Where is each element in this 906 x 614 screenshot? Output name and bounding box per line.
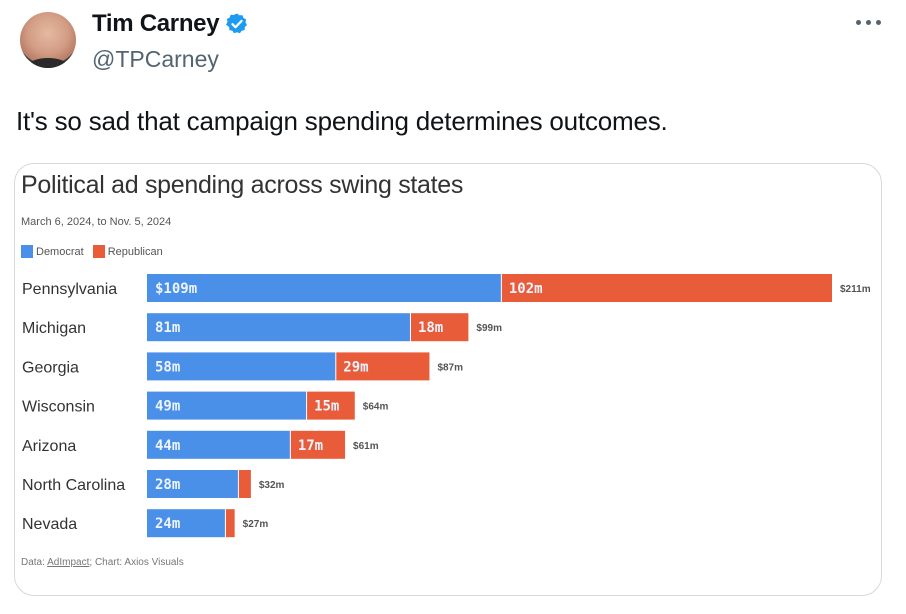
legend-label-democrat: Democrat <box>36 245 84 258</box>
bar-republican-georgia <box>336 352 430 381</box>
data-label-republican-georgia: 29m <box>343 359 368 375</box>
source-link-adimpact[interactable]: AdImpact <box>47 557 90 568</box>
total-label-pennsylvania: $211m <box>840 284 871 295</box>
bar-row-wisconsin: Wisconsin 49m 15m $64m <box>22 391 389 420</box>
bar-republican-wisconsin <box>307 391 355 420</box>
category-label-michigan: Michigan <box>22 320 86 337</box>
bar-republican-arizona <box>290 430 346 459</box>
legend-swatch-republican <box>92 245 105 258</box>
category-label-north-carolina: North Carolina <box>22 477 125 494</box>
tweet-text: It's so sad that campaign spending deter… <box>16 106 668 136</box>
bar-row-pennsylvania: Pennsylvania $109m 102m $211m <box>22 274 871 302</box>
data-label-republican-michigan: 18m <box>418 320 443 336</box>
data-label-democrat-georgia: 58m <box>155 359 180 375</box>
bar-row-nevada: Nevada 24m $27m <box>22 509 269 538</box>
category-label-georgia: Georgia <box>22 359 79 376</box>
category-label-nevada: Nevada <box>22 516 77 533</box>
chart-subtitle: March 6, 2024, to Nov. 5, 2024 <box>21 216 172 228</box>
bar-democrat-wisconsin <box>147 391 307 420</box>
bar-republican-north-carolina <box>238 470 251 498</box>
legend-item-democrat: Democrat <box>21 245 84 258</box>
author-handle[interactable]: @TPCarney <box>92 46 219 72</box>
bar-democrat-georgia <box>147 352 336 381</box>
bar-row-michigan: Michigan 81m 18m $99m <box>22 313 502 342</box>
total-label-georgia: $87m <box>437 362 463 373</box>
author-name[interactable]: Tim Carney <box>92 10 220 37</box>
data-label-republican-pennsylvania: 102m <box>509 281 543 297</box>
category-label-wisconsin: Wisconsin <box>22 399 95 416</box>
bar-democrat-pennsylvania <box>147 274 501 302</box>
legend-label-republican: Republican <box>107 245 163 258</box>
data-label-republican-arizona: 17m <box>298 438 323 454</box>
bar-democrat-north-carolina <box>147 470 238 498</box>
total-label-michigan: $99m <box>476 323 502 334</box>
legend-swatch-democrat <box>21 245 33 258</box>
bar-republican-pennsylvania <box>501 274 832 302</box>
data-label-republican-wisconsin: 15m <box>314 399 339 415</box>
data-label-democrat-michigan: 81m <box>155 320 180 336</box>
total-label-nevada: $27m <box>243 519 269 530</box>
bar-republican-nevada <box>225 509 235 538</box>
more-options-icon[interactable] <box>856 14 881 31</box>
bar-row-georgia: Georgia 58m 29m $87m <box>22 352 463 381</box>
source-prefix: Data: <box>21 557 48 568</box>
data-label-democrat-nevada: 24m <box>155 516 180 532</box>
author-name-row: Tim Carney <box>92 10 249 38</box>
total-label-north-carolina: $32m <box>259 480 285 491</box>
chart-source: Data: AdImpact; Chart: Axios Visuals <box>21 557 184 568</box>
chart-title: Political ad spending across swing state… <box>21 171 464 199</box>
avatar-shirt <box>28 58 68 68</box>
verified-badge-icon <box>226 13 248 34</box>
bar-republican-michigan <box>410 313 469 342</box>
bar-democrat-michigan <box>147 313 410 342</box>
source-suffix: ; Chart: Axios Visuals <box>89 557 184 568</box>
bar-row-north-carolina: North Carolina 28m $32m <box>22 470 285 498</box>
author-avatar[interactable] <box>20 12 76 68</box>
data-label-democrat-pennsylvania: $109m <box>155 281 197 297</box>
bar-democrat-nevada <box>147 509 225 538</box>
data-label-democrat-wisconsin: 49m <box>155 399 180 415</box>
category-label-arizona: Arizona <box>22 438 76 455</box>
legend-item-republican: Republican <box>92 245 163 258</box>
chart-legend: Democrat Republican <box>21 245 168 258</box>
total-label-arizona: $61m <box>353 441 379 452</box>
total-label-wisconsin: $64m <box>363 402 389 413</box>
bar-row-arizona: Arizona 44m 17m $61m <box>22 430 379 459</box>
data-label-democrat-arizona: 44m <box>155 438 180 454</box>
category-label-pennsylvania: Pennsylvania <box>22 281 117 298</box>
data-label-democrat-north-carolina: 28m <box>155 477 180 493</box>
bar-democrat-arizona <box>147 430 290 459</box>
